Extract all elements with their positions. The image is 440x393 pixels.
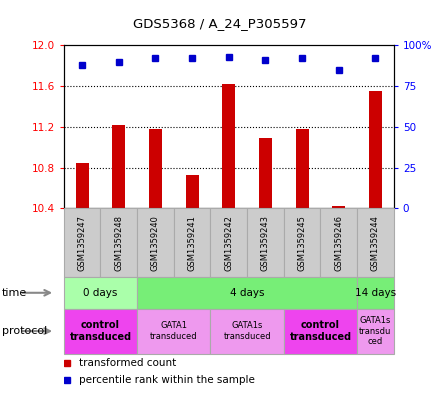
Bar (357, 309, 394, 354)
Bar (210, 309, 284, 354)
Bar (284, 208, 320, 277)
Text: GSM1359242: GSM1359242 (224, 215, 233, 271)
Text: GSM1359246: GSM1359246 (334, 215, 343, 271)
Text: 0 days: 0 days (83, 288, 117, 298)
Text: control
transduced: control transduced (290, 320, 352, 342)
Bar (149, 129, 162, 208)
Bar (284, 309, 357, 354)
Text: GDS5368 / A_24_P305597: GDS5368 / A_24_P305597 (133, 17, 307, 30)
Bar (186, 174, 198, 208)
Bar (332, 206, 345, 208)
Text: GATA1s
transdu
ced: GATA1s transdu ced (359, 316, 392, 346)
Bar (137, 277, 357, 309)
Text: 4 days: 4 days (230, 288, 264, 298)
Bar (222, 84, 235, 208)
Bar (137, 309, 210, 354)
Bar (137, 208, 174, 277)
Text: GSM1359247: GSM1359247 (77, 215, 87, 271)
Bar (357, 208, 394, 277)
Bar (247, 208, 284, 277)
Bar (357, 277, 394, 309)
Bar (369, 91, 382, 208)
Text: GSM1359248: GSM1359248 (114, 215, 123, 271)
Bar (76, 163, 88, 208)
Bar (112, 125, 125, 208)
Bar (64, 277, 137, 309)
Bar (64, 309, 137, 354)
Bar (174, 208, 210, 277)
Bar (64, 208, 100, 277)
Text: percentile rank within the sample: percentile rank within the sample (79, 375, 254, 385)
Bar (210, 208, 247, 277)
Text: GSM1359245: GSM1359245 (297, 215, 307, 271)
Text: GSM1359244: GSM1359244 (371, 215, 380, 271)
Text: GSM1359241: GSM1359241 (187, 215, 197, 271)
Bar (296, 129, 308, 208)
Text: control
transduced: control transduced (70, 320, 132, 342)
Text: protocol: protocol (2, 326, 48, 336)
Text: GATA1
transduced: GATA1 transduced (150, 321, 198, 341)
Text: transformed count: transformed count (79, 358, 176, 367)
Text: GSM1359243: GSM1359243 (261, 215, 270, 271)
Bar (100, 208, 137, 277)
Text: time: time (2, 288, 27, 298)
Bar (320, 208, 357, 277)
Text: GATA1s
transduced: GATA1s transduced (224, 321, 271, 341)
Text: GSM1359240: GSM1359240 (151, 215, 160, 271)
Text: 14 days: 14 days (355, 288, 396, 298)
Bar (259, 138, 272, 208)
